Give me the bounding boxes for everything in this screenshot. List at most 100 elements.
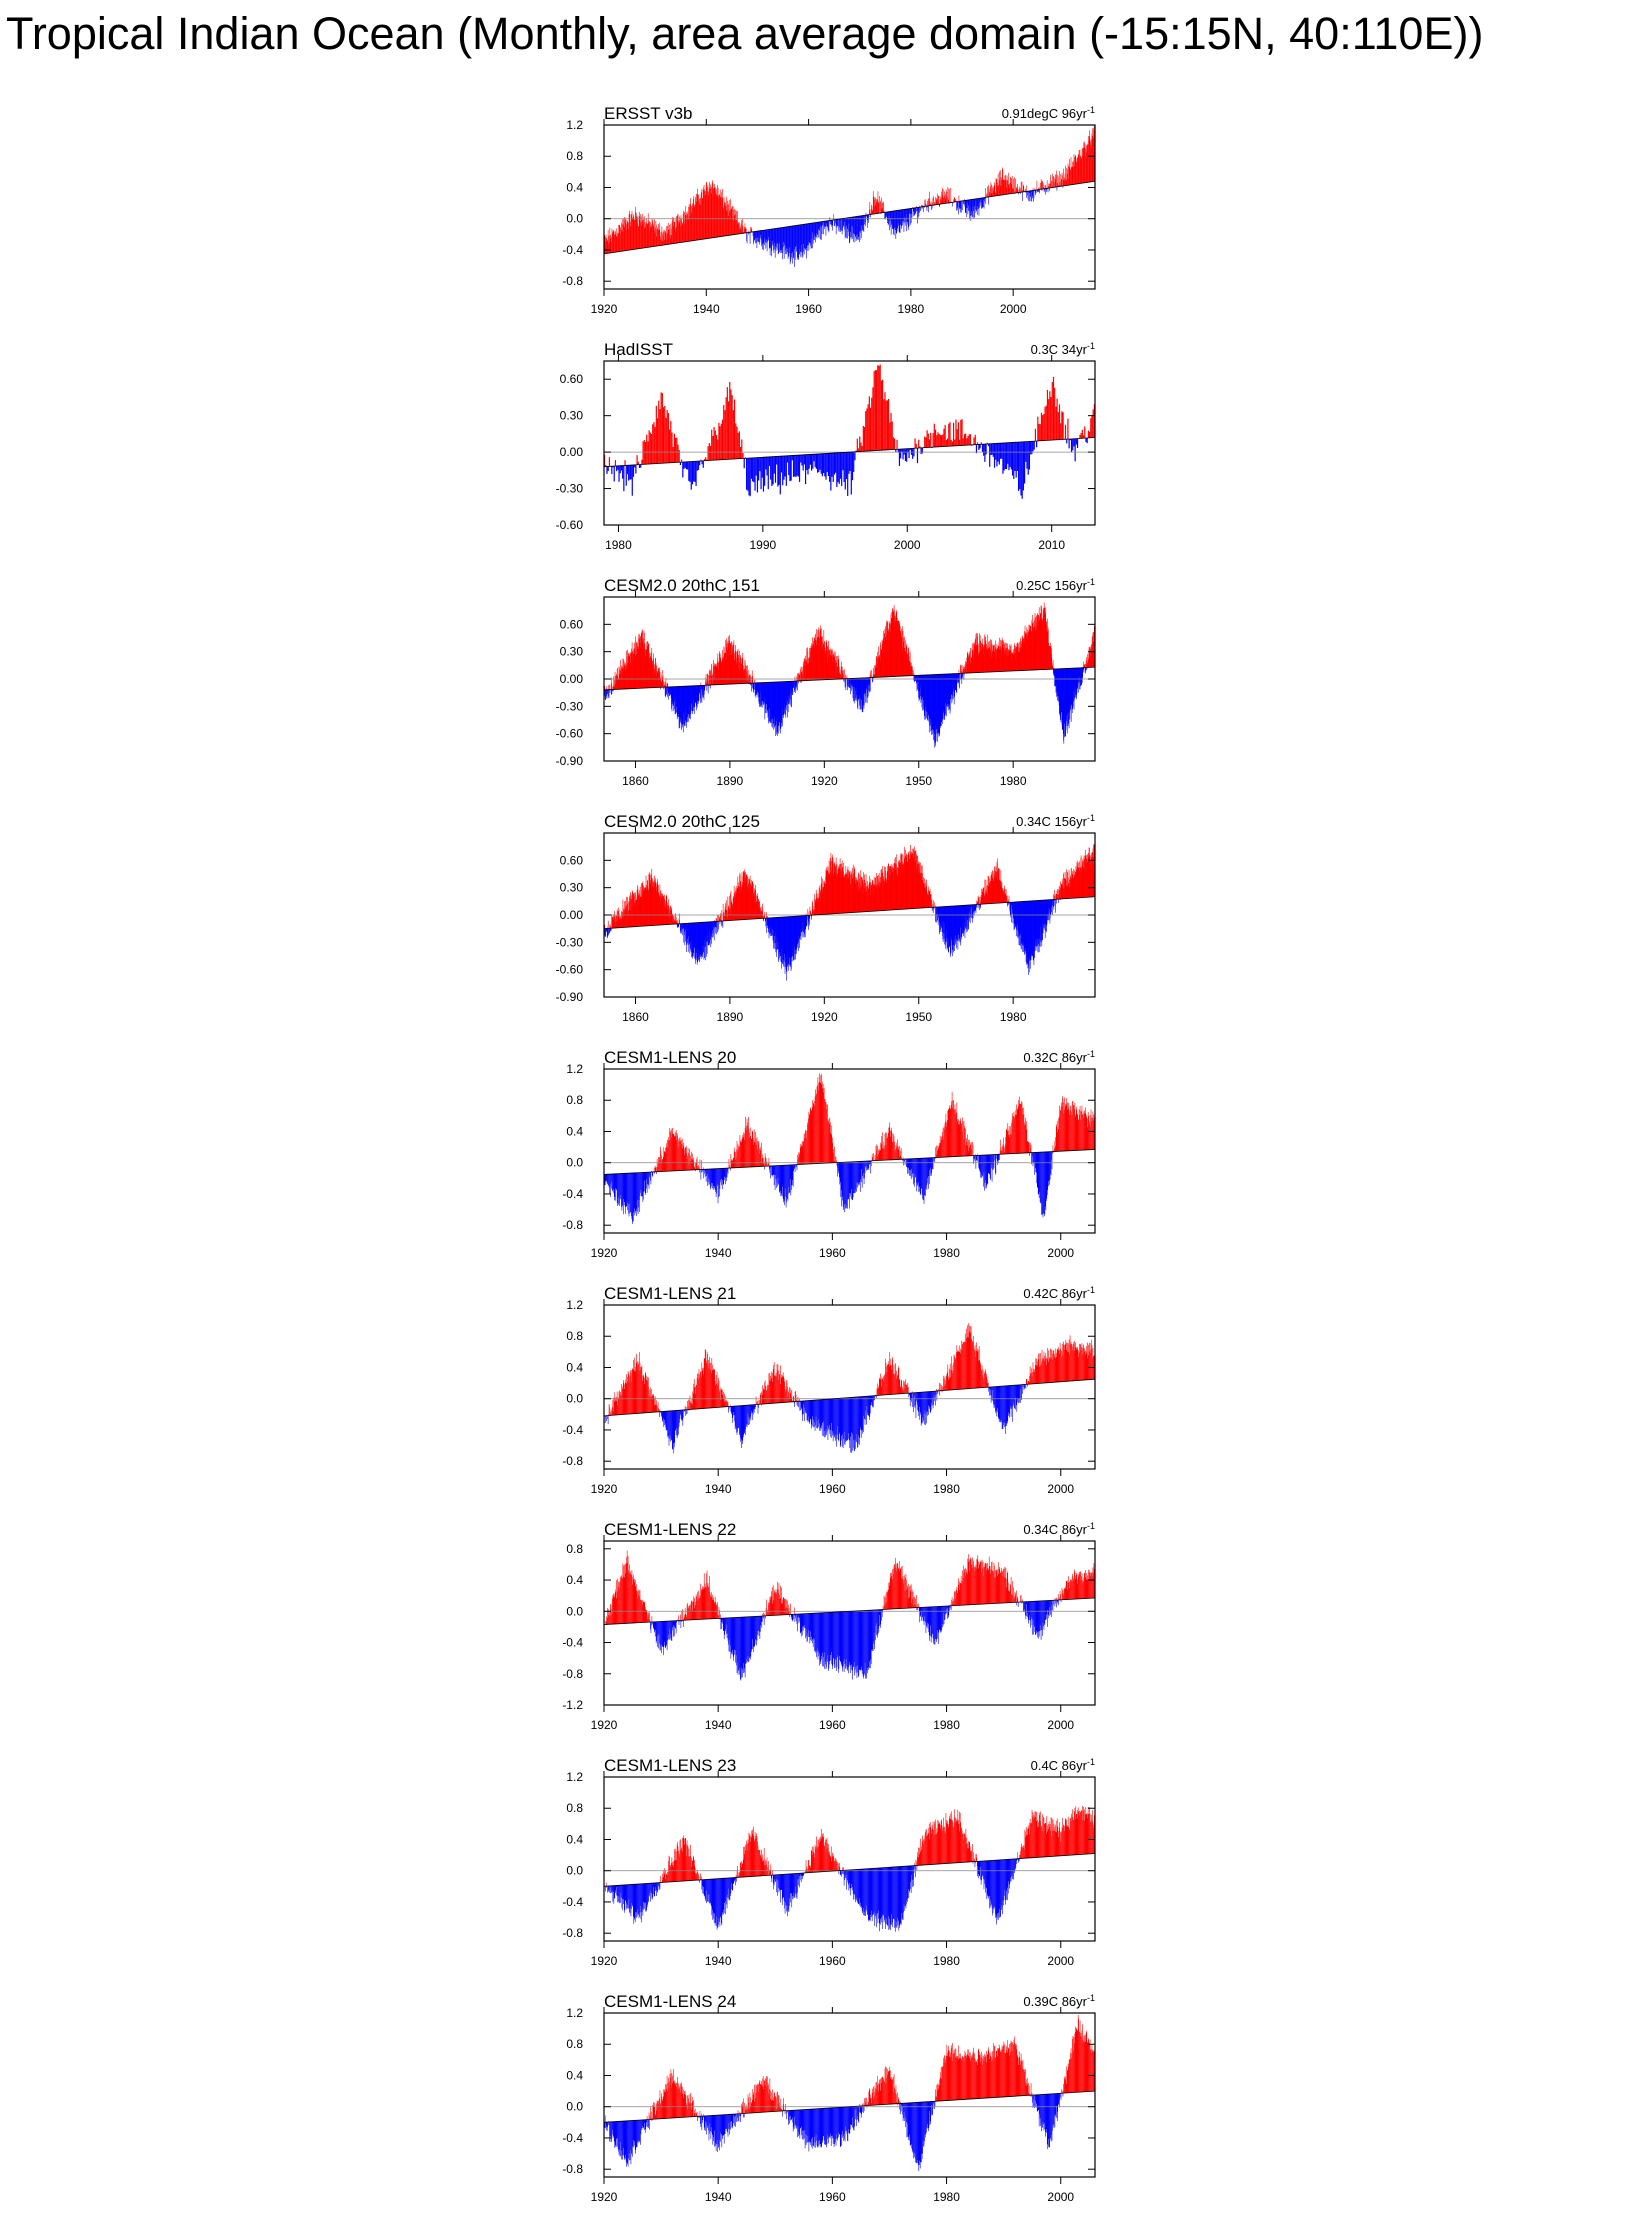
y-tick-label: -0.30 — [556, 699, 584, 713]
negative-bar — [844, 218, 846, 239]
positive-bar — [677, 444, 679, 463]
negative-bar — [766, 229, 767, 244]
positive-bar — [741, 439, 743, 459]
negative-bar — [629, 465, 631, 480]
negative-bar — [806, 223, 808, 248]
positive-bar — [666, 683, 668, 688]
positive-bar — [1004, 175, 1006, 195]
negative-bar — [862, 215, 864, 226]
negative-bar — [1082, 667, 1084, 677]
positive-bar — [813, 906, 815, 916]
negative-bar — [984, 197, 986, 200]
negative-bar — [775, 228, 776, 247]
negative-bar — [1086, 667, 1087, 671]
positive-bar — [927, 200, 928, 207]
negative-bar — [778, 228, 779, 254]
positive-bar — [1092, 137, 1094, 182]
positive-bar — [623, 224, 625, 251]
negative-bar — [856, 216, 858, 239]
positive-bar — [830, 219, 831, 221]
negative-bar — [1033, 190, 1035, 199]
negative-bar — [827, 453, 830, 476]
positive-bar — [1086, 145, 1088, 183]
negative-bar — [612, 689, 613, 692]
negative-bar — [754, 231, 755, 240]
positive-bar — [745, 227, 747, 233]
positive-bar — [896, 439, 898, 450]
positive-bar — [666, 239, 668, 245]
positive-bar — [946, 438, 949, 447]
negative-bar — [910, 208, 912, 214]
positive-bar — [642, 441, 644, 465]
negative-bar — [993, 443, 996, 468]
positive-bar — [993, 187, 994, 197]
negative-bar — [867, 677, 868, 693]
positive-bar — [940, 199, 941, 205]
negative-bar — [886, 212, 888, 218]
positive-bar — [626, 219, 628, 251]
negative-bar — [832, 220, 834, 226]
negative-bar — [901, 209, 902, 229]
positive-bar — [655, 227, 656, 247]
positive-bar — [726, 387, 728, 460]
positive-bar — [693, 204, 695, 241]
positive-bar — [625, 224, 627, 251]
positive-bar — [891, 421, 893, 450]
negative-bar — [684, 461, 686, 468]
negative-bar — [974, 198, 976, 214]
positive-bar — [734, 208, 735, 235]
negative-bar — [892, 211, 894, 229]
positive-bar — [1061, 411, 1063, 440]
positive-bar — [1055, 406, 1057, 440]
negative-bar — [717, 921, 719, 932]
positive-bar — [938, 433, 940, 447]
positive-bar — [947, 187, 949, 204]
positive-bar — [940, 435, 943, 447]
negative-bar — [814, 222, 815, 241]
positive-bar — [810, 913, 812, 916]
negative-bar — [897, 210, 899, 232]
negative-bar — [866, 215, 867, 217]
positive-bar — [1063, 168, 1064, 186]
positive-bar — [650, 226, 652, 247]
negative-bar — [802, 224, 804, 257]
negative-bar — [668, 686, 669, 700]
positive-bar — [710, 187, 712, 238]
negative-bar — [811, 223, 812, 239]
negative-bar — [893, 211, 894, 230]
x-tick-label: 1950 — [905, 774, 932, 788]
negative-bar — [1047, 188, 1049, 193]
positive-bar — [641, 213, 643, 249]
negative-bar — [890, 211, 892, 235]
negative-bar — [617, 465, 619, 470]
positive-bar — [731, 207, 733, 235]
negative-bar — [843, 218, 845, 227]
negative-bar — [605, 928, 607, 932]
positive-bar — [1092, 135, 1094, 182]
negative-bar — [967, 199, 969, 211]
positive-bar — [725, 209, 727, 236]
positive-bar — [731, 395, 733, 460]
positive-bar — [955, 199, 957, 202]
positive-bar — [705, 195, 707, 239]
negative-bar — [995, 443, 997, 460]
positive-bar — [862, 425, 864, 452]
positive-bar — [604, 925, 606, 929]
negative-bar — [838, 219, 840, 231]
negative-bar — [846, 217, 848, 229]
negative-bar — [707, 685, 709, 694]
positive-bar — [604, 237, 606, 254]
negative-bar — [837, 219, 838, 226]
negative-bar — [866, 214, 868, 218]
negative-bar — [786, 455, 789, 463]
positive-bar — [654, 219, 655, 247]
negative-bar — [959, 201, 961, 209]
positive-bar — [999, 179, 1001, 196]
negative-bar — [721, 921, 722, 923]
positive-bar — [997, 186, 998, 196]
positive-bar — [1074, 157, 1076, 185]
positive-bar — [627, 221, 629, 251]
negative-bar — [915, 207, 917, 212]
negative-bar — [851, 217, 852, 226]
positive-bar — [744, 226, 745, 234]
